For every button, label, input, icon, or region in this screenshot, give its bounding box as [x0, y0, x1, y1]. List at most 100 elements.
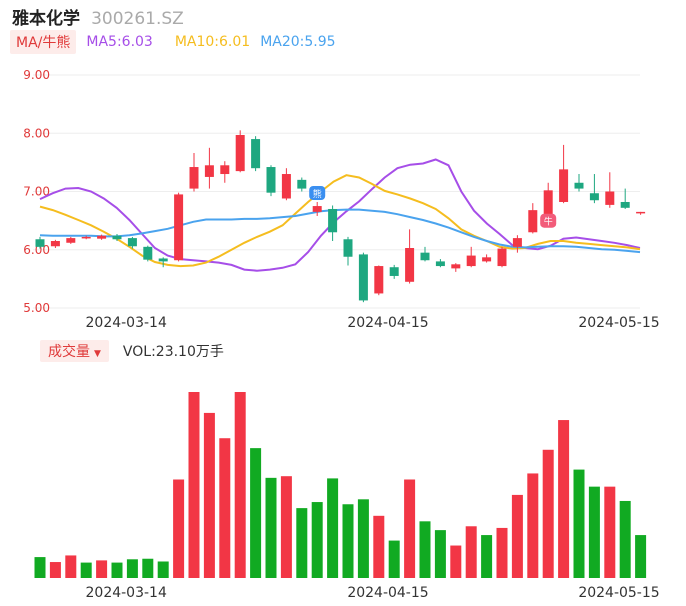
candle: [528, 203, 538, 234]
volume-bar: [450, 545, 462, 578]
candle: [189, 153, 199, 192]
x-tick-label: 2024-05-15: [578, 315, 659, 331]
x-tick-label: 2024-03-14: [86, 585, 167, 601]
y-tick-label: 7.00: [23, 185, 50, 199]
candle-body: [143, 246, 153, 260]
bull-marker: 牛: [540, 213, 557, 228]
x-tick-label: 2024-03-14: [86, 315, 167, 331]
candle: [620, 188, 630, 209]
candle: [605, 172, 615, 208]
volume-bar: [527, 473, 539, 578]
x-tick-label: 2024-04-15: [347, 585, 428, 601]
candle: [143, 245, 153, 262]
candle-body: [235, 134, 245, 172]
candle-body: [343, 239, 353, 257]
candle: [343, 236, 353, 266]
candle: [312, 201, 322, 216]
volume-bar: [342, 504, 354, 578]
ma20-line: [39, 208, 641, 254]
volume-value: VOL:23.10万手: [122, 344, 224, 360]
candle-body: [636, 211, 646, 214]
volume-date-axis: 2024-03-14 2024-04-15 2024-05-15: [86, 585, 660, 601]
marker-badge: [540, 213, 557, 228]
marker-label: 熊: [313, 188, 322, 200]
candle-body: [358, 254, 368, 301]
candle-body: [328, 208, 338, 233]
volume-bar: [49, 562, 61, 578]
volume-bar: [234, 392, 246, 578]
volume-bar: [111, 562, 123, 578]
candle-body: [374, 266, 384, 294]
candle-body: [389, 267, 399, 276]
candle: [220, 161, 230, 183]
volume-bar: [481, 535, 493, 578]
ma-mode-selector[interactable]: MA/牛熊: [10, 30, 77, 54]
candle: [158, 257, 168, 268]
candle: [435, 259, 445, 268]
volume-bar: [96, 560, 108, 578]
volume-indicator-label: 成交量: [48, 344, 90, 360]
candle-body: [50, 241, 60, 247]
candle: [204, 147, 214, 189]
candle-body: [81, 236, 91, 239]
candle-body: [574, 182, 584, 189]
candle-body: [528, 210, 538, 233]
candle: [389, 264, 399, 279]
candle-body: [405, 248, 415, 282]
price-axis: 9.008.007.006.005.00: [23, 68, 50, 315]
volume-bar: [573, 469, 585, 578]
candle-body: [112, 235, 122, 240]
candle-body: [482, 257, 492, 262]
volume-bar: [465, 526, 477, 578]
candle: [374, 265, 384, 296]
candle-body: [512, 238, 522, 247]
candle-body: [451, 264, 461, 269]
candle: [281, 168, 291, 201]
candlesticks: [35, 130, 646, 303]
marker-label: 牛: [544, 216, 553, 228]
volume-indicator-selector[interactable]: 成交量 ▼: [40, 340, 109, 362]
candle: [497, 246, 507, 268]
volume-bar: [542, 449, 554, 578]
candle: [266, 165, 276, 197]
candle-body: [435, 261, 445, 267]
volume-bar: [34, 557, 46, 578]
candle-body: [297, 179, 307, 189]
ma10-line: [39, 174, 641, 268]
candle: [112, 234, 122, 242]
candle: [358, 252, 368, 303]
candle-body: [620, 201, 630, 208]
volume-bar: [511, 494, 523, 578]
volume-bar: [173, 479, 185, 578]
volume-bar: [496, 527, 508, 578]
volume-bar: [635, 535, 647, 578]
volume-bar: [80, 562, 92, 578]
candle-body: [174, 194, 184, 261]
candle: [35, 236, 45, 249]
candle-body: [543, 190, 553, 216]
candle: [127, 236, 137, 249]
candle: [235, 130, 245, 173]
volume-bar: [404, 479, 416, 578]
bear-marker: 熊: [309, 185, 326, 200]
volume-bar: [327, 478, 339, 578]
stock-header: 雅本化学 300261.SZ: [12, 4, 184, 29]
volume-bar: [219, 438, 231, 578]
candle: [297, 177, 307, 192]
candle-body: [312, 206, 322, 212]
candle: [251, 136, 261, 172]
moving-average-lines: [39, 158, 641, 272]
volume-legend: 成交量 ▼ VOL:23.10万手: [40, 340, 224, 362]
volume-bars: [34, 392, 647, 578]
volume-bar: [265, 477, 277, 578]
volume-bar: [558, 420, 570, 578]
candle: [405, 229, 415, 284]
signal-markers: 熊牛: [309, 185, 557, 228]
candle-body: [189, 167, 199, 189]
candle-body: [589, 193, 599, 201]
x-tick-label: 2024-04-15: [347, 315, 428, 331]
candle: [66, 236, 76, 244]
candle: [97, 234, 107, 240]
ma-legend: MA/牛熊 MA5:6.03 MA10:6.01 MA20:5.95: [10, 30, 336, 54]
